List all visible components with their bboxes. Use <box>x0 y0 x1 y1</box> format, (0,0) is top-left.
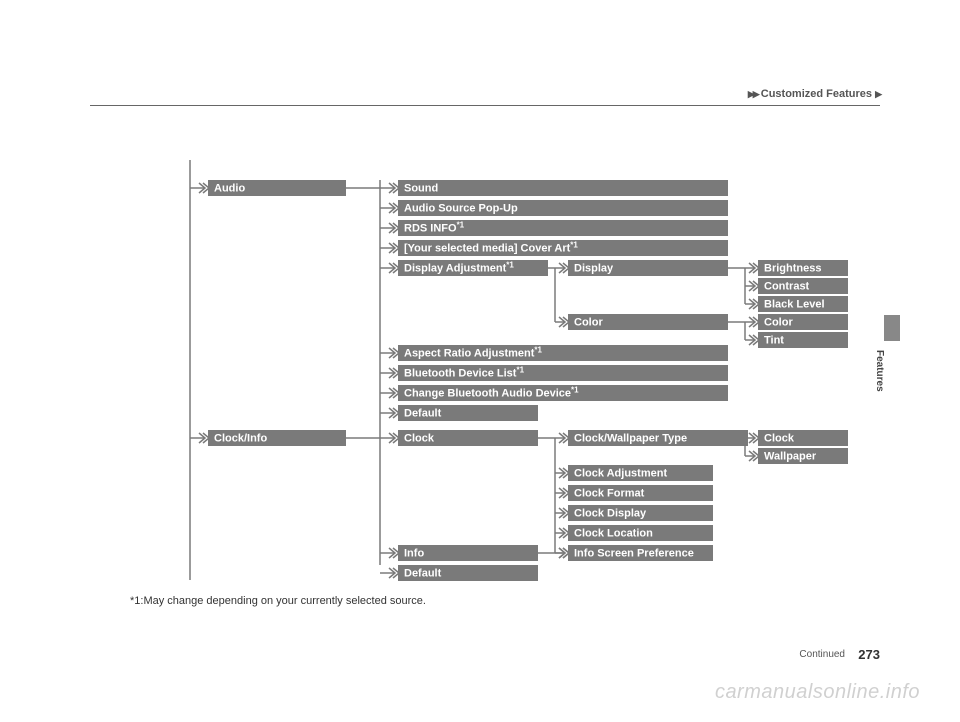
menu-item-label: Clock Format <box>574 487 645 499</box>
footnote: *1:May change depending on your currentl… <box>130 595 426 607</box>
menu-item-label: Change Bluetooth Audio Device*1 <box>404 386 579 400</box>
menu-item-label: Color <box>764 316 793 328</box>
menu-item-label: Clock/Info <box>214 432 267 444</box>
menu-item-label: [Your selected media] Cover Art*1 <box>404 241 578 255</box>
menu-item-label: Display <box>574 262 614 274</box>
menu-item-label: Brightness <box>764 262 821 274</box>
menu-tree-diagram: Audio Clock/Info Sound Audio Source Pop-Up R… <box>0 0 960 722</box>
menu-item-label: Clock <box>404 432 435 444</box>
menu-item-label: Aspect Ratio Adjustment*1 <box>404 346 543 360</box>
menu-item-label: Wallpaper <box>764 450 817 462</box>
menu-item-sound <box>398 180 728 196</box>
menu-item-label: Default <box>404 567 442 579</box>
menu-item-label: RDS INFO*1 <box>404 221 465 235</box>
menu-item-label: Bluetooth Device List*1 <box>404 366 525 380</box>
menu-item-label: Audio <box>214 182 245 194</box>
manual-page: ▶▶ Customized Features ▶ Features AudioC… <box>0 0 960 722</box>
page-number: 273 <box>858 647 880 662</box>
menu-item-label: Color <box>574 316 603 328</box>
menu-item-label: Clock Adjustment <box>574 467 667 479</box>
menu-item-label: Info Screen Preference <box>574 547 694 559</box>
menu-item-label: Clock Display <box>574 507 647 519</box>
menu-item-label: Clock <box>764 432 795 444</box>
menu-item-label: Tint <box>764 334 784 346</box>
menu-item-label: Info <box>404 547 424 559</box>
menu-item-label: Audio Source Pop-Up <box>404 202 518 214</box>
watermark: carmanualsonline.info <box>715 681 920 704</box>
menu-item-label: Display Adjustment*1 <box>404 261 514 275</box>
continued-label: Continued <box>799 649 845 660</box>
menu-item-label: Sound <box>404 182 438 194</box>
menu-item-label: Black Level <box>764 298 825 310</box>
menu-item-label: Contrast <box>764 280 810 292</box>
menu-item-label: Default <box>404 407 442 419</box>
menu-item-label: Clock/Wallpaper Type <box>574 432 687 444</box>
menu-item-label: Clock Location <box>574 527 653 539</box>
